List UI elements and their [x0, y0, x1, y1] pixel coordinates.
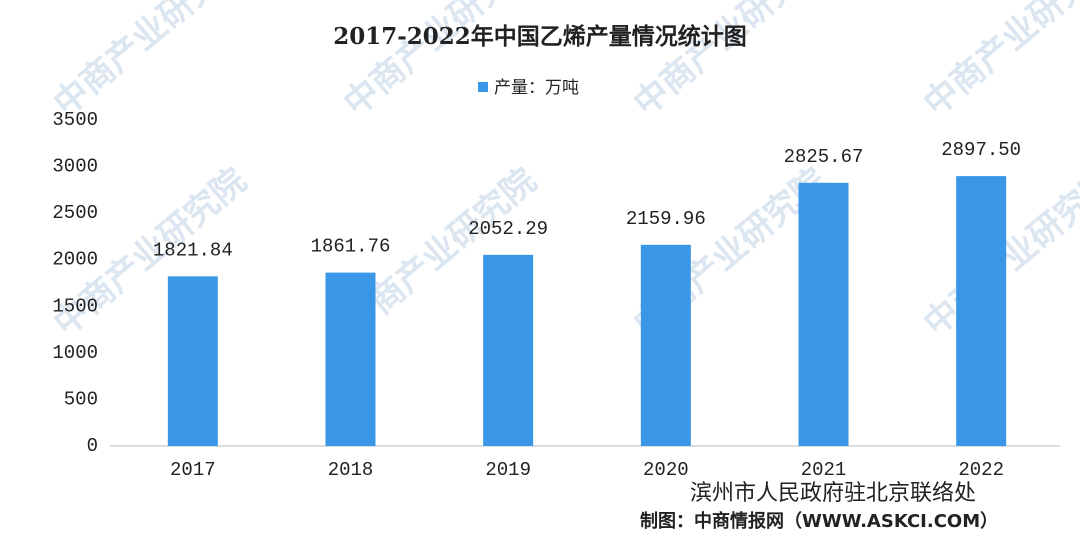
watermark: 中商产业研究院 — [626, 0, 834, 124]
data-label: 2825.67 — [784, 146, 864, 168]
x-tick-label: 2022 — [958, 459, 1004, 481]
y-tick-label: 2500 — [52, 202, 98, 224]
bar — [483, 254, 534, 446]
legend-swatch — [478, 82, 488, 92]
bar — [956, 176, 1007, 446]
watermark: 中商产业研究院 — [46, 0, 254, 124]
legend-label: 产量：万吨 — [494, 78, 579, 98]
data-label: 2897.50 — [941, 139, 1021, 161]
watermark: 中商产业研究院 — [916, 0, 1080, 124]
x-tick-label: 2020 — [643, 459, 689, 481]
x-tick-label: 2018 — [328, 459, 374, 481]
y-tick-label: 3500 — [52, 109, 98, 131]
bar — [798, 182, 849, 446]
x-tick-label: 2021 — [801, 459, 847, 481]
y-tick-label: 2000 — [52, 249, 98, 271]
y-tick-label: 0 — [87, 435, 98, 457]
x-tick-label: 2019 — [485, 459, 531, 481]
chart-title: 2017-2022年中国乙烯产量情况统计图 — [333, 23, 747, 50]
watermark: 中商产业研究院 — [336, 0, 544, 124]
data-label: 1821.84 — [153, 239, 233, 261]
y-tick-label: 1500 — [52, 295, 98, 317]
y-tick-label: 3000 — [52, 156, 98, 178]
account-label: 滨州市人民政府驻北京联络处 — [690, 481, 976, 506]
data-label: 2159.96 — [626, 208, 706, 230]
x-tick-label: 2017 — [170, 459, 216, 481]
data-label: 2052.29 — [468, 218, 548, 240]
bar — [167, 276, 218, 446]
bar — [640, 244, 691, 446]
y-tick-label: 500 — [64, 388, 98, 410]
source: 制图：中商情报网（WWW.ASKCI.COM） — [640, 510, 998, 532]
bar — [325, 272, 376, 446]
data-label: 1861.76 — [311, 236, 391, 258]
y-tick-label: 1000 — [52, 342, 98, 364]
